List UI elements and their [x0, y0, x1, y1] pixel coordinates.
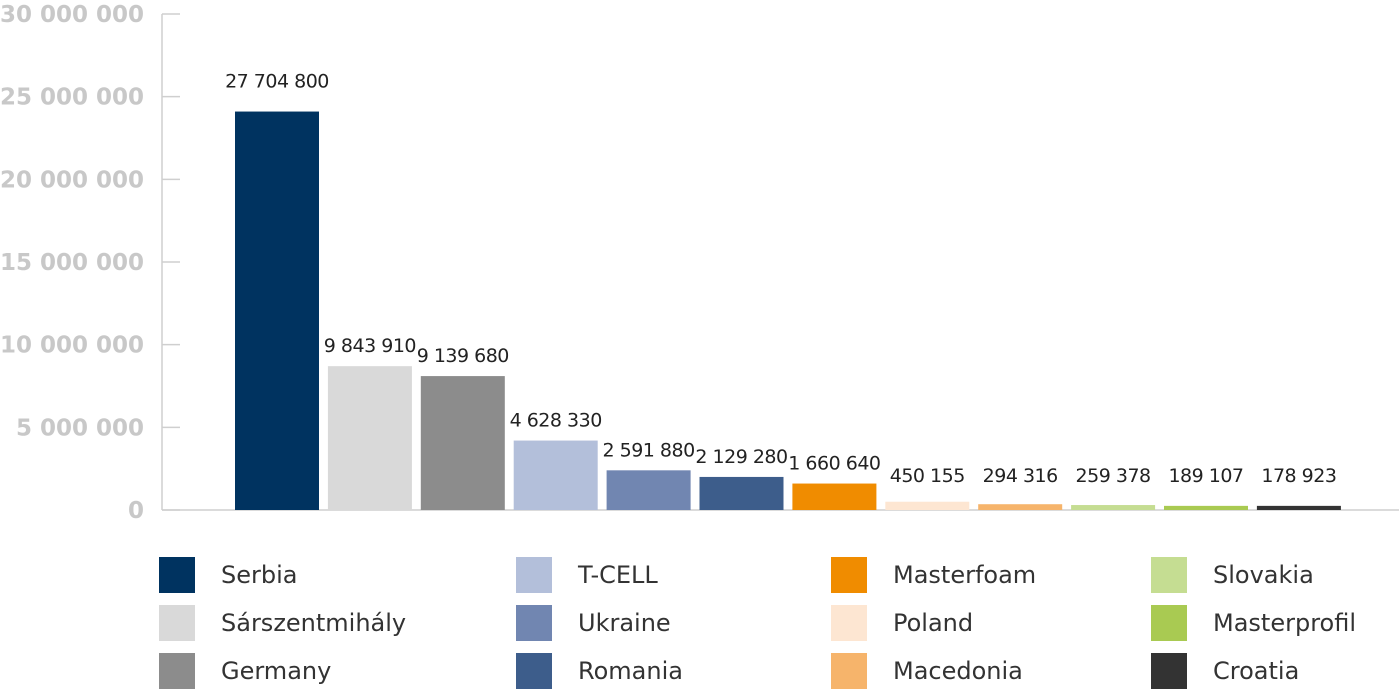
- y-tick-label: 15 000 000: [0, 250, 144, 276]
- bar-chart: 0 5 000 000 10 000 000 15 000 000 20 000 000…: [0, 2, 1399, 524]
- bar-s-rszentmih-ly: [327, 366, 412, 510]
- y-tick-label: 10 000 000: [0, 333, 144, 359]
- legend-label: Macedonia: [893, 657, 1023, 685]
- legend-swatch: [516, 653, 552, 689]
- legend-item: Poland: [831, 603, 973, 643]
- bar-masterprofil: [1164, 505, 1248, 510]
- data-label: 9 139 680: [417, 345, 509, 367]
- bar-t-cell: [513, 440, 598, 510]
- legend-swatch: [831, 557, 867, 593]
- legend-swatch: [1151, 557, 1187, 593]
- legend-item: Masterprofil: [1151, 603, 1356, 643]
- data-label: 9 843 910: [324, 335, 416, 357]
- legend-item: Masterfoam: [831, 555, 1036, 595]
- data-label: 189 107: [1168, 465, 1243, 487]
- legend-swatch: [1151, 605, 1187, 641]
- legend-swatch: [516, 557, 552, 593]
- data-label: 450 155: [890, 465, 965, 487]
- data-label: 2 129 280: [695, 446, 787, 468]
- legend-label: Serbia: [221, 561, 298, 589]
- bar-poland: [885, 501, 970, 510]
- y-tick-label: 30 000 000: [0, 2, 144, 28]
- legend-label: T-CELL: [578, 561, 658, 589]
- data-label: 294 316: [983, 465, 1058, 487]
- legend-item: Romania: [516, 651, 683, 691]
- legend-swatch: [1151, 653, 1187, 689]
- legend-item: Germany: [159, 651, 331, 691]
- bar-ukraine: [606, 470, 691, 510]
- bar-romania: [699, 476, 784, 510]
- data-label: 2 591 880: [602, 439, 694, 461]
- legend-label: Slovakia: [1213, 561, 1314, 589]
- bar-macedonia: [978, 504, 1063, 510]
- bar-germany: [420, 376, 505, 510]
- legend-label: Ukraine: [578, 609, 671, 637]
- legend-item: T-CELL: [516, 555, 658, 595]
- legend-item: Slovakia: [1151, 555, 1314, 595]
- legend-swatch: [831, 653, 867, 689]
- bar-serbia: [235, 111, 319, 511]
- legend-item: Macedonia: [831, 651, 1023, 691]
- data-label: 178 923: [1261, 465, 1336, 487]
- data-label: 259 378: [1076, 465, 1151, 487]
- y-axis: 0 5 000 000 10 000 000 15 000 000 20 000 000…: [0, 2, 1399, 524]
- legend-item: Ukraine: [516, 603, 671, 643]
- bar-slovakia: [1071, 505, 1156, 510]
- bar-masterfoam: [792, 483, 877, 510]
- legend-swatch: [159, 557, 195, 593]
- legend-item: Serbia: [159, 555, 297, 595]
- legend-swatch: [159, 653, 195, 689]
- legend-label: Masterprofil: [1213, 609, 1357, 637]
- legend-label: Romania: [578, 657, 683, 685]
- data-label: 27 704 800: [225, 71, 329, 93]
- legend-item: Croatia: [1151, 651, 1299, 691]
- y-tick-label: 25 000 000: [0, 85, 144, 111]
- legend-swatch: [516, 605, 552, 641]
- legend-label: Croatia: [1213, 657, 1300, 685]
- legend-label: Germany: [221, 657, 332, 685]
- y-tick-label: 0: [128, 498, 144, 524]
- legend-swatch: [159, 605, 195, 641]
- legend-swatch: [831, 605, 867, 641]
- legend-label: Sárszentmihály: [221, 609, 407, 637]
- legend-label: Poland: [893, 609, 974, 637]
- y-tick-label: 5 000 000: [16, 415, 144, 441]
- legend-label: Masterfoam: [893, 561, 1037, 589]
- data-label: 4 628 330: [510, 410, 602, 432]
- data-label: 1 660 640: [788, 453, 880, 475]
- legend-item: Sárszentmihály: [159, 603, 406, 643]
- bars: [235, 111, 1341, 511]
- y-tick-label: 20 000 000: [0, 167, 144, 193]
- bar-croatia: [1256, 505, 1341, 510]
